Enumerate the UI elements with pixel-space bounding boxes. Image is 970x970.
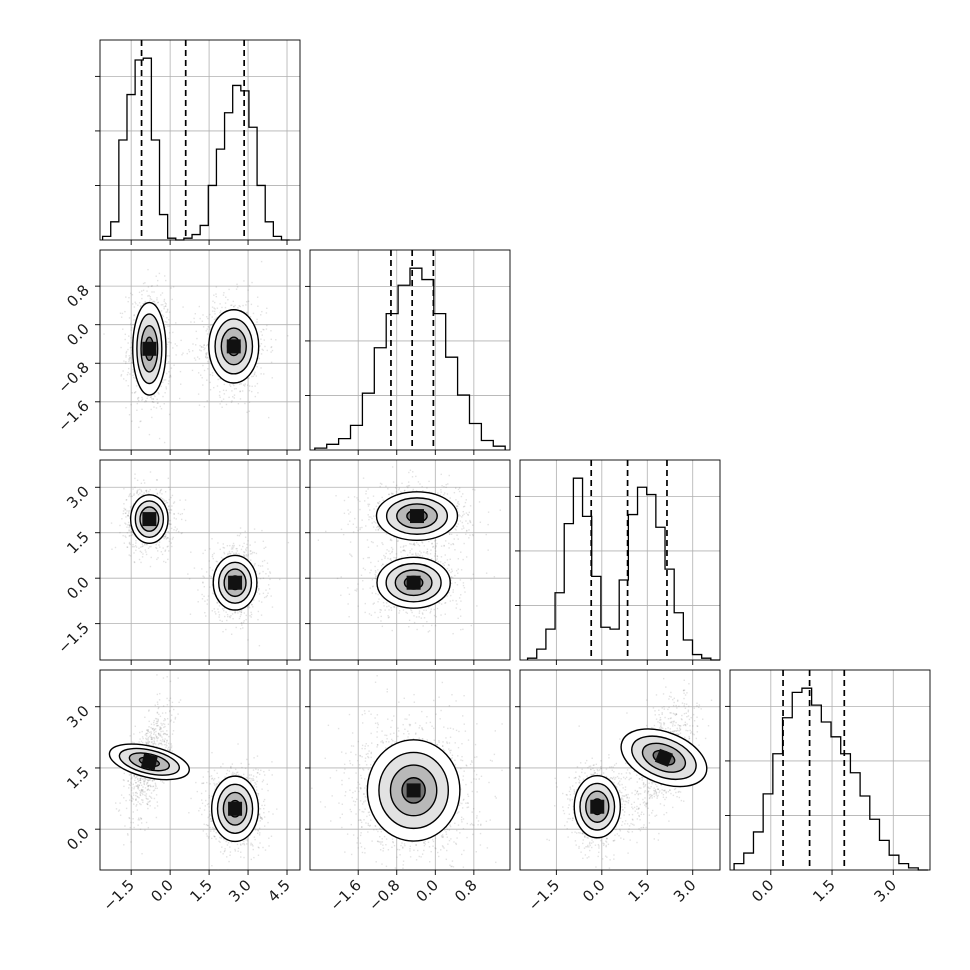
xtick-label-p3-1: 1.5 bbox=[809, 876, 839, 906]
hist-0-frame bbox=[99, 39, 301, 241]
ytick-label-p2-0: −1.5 bbox=[54, 619, 92, 657]
xtick-label-p2-3: 3.0 bbox=[670, 876, 700, 906]
ytick-label-p3-0: 0.0 bbox=[63, 824, 93, 854]
hist-panel-2 bbox=[515, 459, 721, 665]
ytick-label-p1-3: 0.8 bbox=[63, 281, 93, 311]
scatter-0-2-points bbox=[110, 471, 290, 647]
scatter-panel-1-3 bbox=[305, 669, 511, 875]
scatter-0-2-content bbox=[110, 471, 290, 647]
density-peak-0-3-1 bbox=[228, 801, 243, 816]
scatter-1-3-mode-0 bbox=[366, 739, 461, 842]
xtick-label-p2-2: 1.5 bbox=[625, 876, 655, 906]
scatter-1-2-content bbox=[317, 466, 501, 635]
hist-3-frame bbox=[729, 669, 931, 871]
density-peak-1-2-1 bbox=[406, 575, 421, 590]
scatter-panel-2-3 bbox=[515, 669, 721, 875]
ytick-label-p3-1: 1.5 bbox=[63, 763, 93, 793]
xtick-label-p1-2: 0.0 bbox=[413, 876, 443, 906]
scatter-1-3-frame bbox=[309, 669, 511, 871]
xtick-label-p3-2: 3.0 bbox=[870, 876, 900, 906]
xtick-label-p3-0: 0.0 bbox=[748, 876, 778, 906]
hist-1-steps bbox=[314, 267, 506, 450]
scatter-2-3-mode-1 bbox=[620, 728, 708, 788]
ytick-label-p3-2: 3.0 bbox=[63, 702, 93, 732]
scatter-0-3-frame bbox=[99, 669, 301, 871]
scatter-panel-1-2 bbox=[305, 459, 511, 665]
density-peak-1-2-0 bbox=[409, 509, 424, 524]
scatter-0-2-mode-1 bbox=[212, 554, 258, 611]
ytick-label-p2-2: 1.5 bbox=[63, 528, 93, 558]
xtick-label-p1-3: 0.8 bbox=[451, 876, 481, 906]
scatter-panel-0-1 bbox=[95, 249, 301, 455]
xtick-label-p1-1: −0.8 bbox=[365, 876, 403, 914]
hist-1-frame bbox=[309, 249, 511, 451]
hist-panel-0 bbox=[95, 39, 301, 245]
xtick-label-p2-0: −1.5 bbox=[525, 876, 563, 914]
hist-panel-1 bbox=[305, 249, 511, 455]
density-peak-2-3-0 bbox=[590, 799, 605, 814]
panels-layer bbox=[95, 39, 931, 875]
scatter-1-2-mode-0 bbox=[375, 491, 459, 542]
xtick-label-p2-1: 0.0 bbox=[579, 876, 609, 906]
scatter-0-3-mode-1 bbox=[210, 775, 260, 843]
xtick-label-p1-0: −1.6 bbox=[327, 876, 365, 914]
scatter-0-1-frame bbox=[99, 249, 301, 451]
density-peak-1-3-0 bbox=[406, 783, 421, 798]
scatter-1-2-frame bbox=[309, 459, 511, 661]
scatter-0-3-points bbox=[114, 674, 278, 870]
xtick-label-p0-1: 0.0 bbox=[147, 876, 177, 906]
scatter-0-3-mode-0 bbox=[108, 743, 190, 781]
density-peak-0-3-0 bbox=[140, 753, 158, 771]
xtick-label-p0-4: 4.5 bbox=[264, 876, 294, 906]
scatter-panel-0-3 bbox=[95, 669, 301, 875]
hist-panel-3 bbox=[725, 669, 931, 875]
ytick-label-p2-3: 3.0 bbox=[63, 482, 93, 512]
ytick-label-p1-0: −1.6 bbox=[54, 397, 92, 435]
density-peak-0-1-0 bbox=[142, 341, 157, 356]
hist-0-steps bbox=[101, 57, 290, 241]
scatter-0-1-mode-1 bbox=[208, 309, 260, 384]
ytick-label-p2-1: 0.0 bbox=[63, 573, 93, 603]
scatter-0-3-content bbox=[108, 674, 278, 870]
scatter-1-3-content bbox=[311, 675, 510, 870]
scatter-0-2-mode-0 bbox=[129, 494, 169, 545]
hist-3-steps bbox=[733, 687, 928, 871]
scatter-1-2-mode-1 bbox=[376, 556, 451, 609]
density-peak-0-1-1 bbox=[226, 339, 241, 354]
tick-labels-layer: −1.5 0.0 1.5 3.0 4.5 −1.6 −0.8 0.0 0.8 −1.5 0.0 1.5… bbox=[54, 281, 900, 914]
hist-2-steps bbox=[526, 477, 720, 661]
xtick-label-p0-3: 3.0 bbox=[225, 876, 255, 906]
scatter-2-3-content bbox=[546, 677, 713, 869]
density-peak-0-2-0 bbox=[142, 512, 157, 527]
hist-2-frame bbox=[519, 459, 721, 661]
ytick-label-p1-1: −0.8 bbox=[54, 358, 92, 396]
scatter-2-3-mode-0 bbox=[573, 775, 622, 839]
scatter-0-1-content bbox=[103, 260, 289, 444]
scatter-panel-0-2 bbox=[95, 459, 301, 665]
density-peak-0-2-1 bbox=[228, 575, 243, 590]
ytick-label-p1-2: 0.0 bbox=[63, 320, 93, 350]
scatter-0-1-mode-0 bbox=[132, 301, 167, 396]
density-peak-2-3-1 bbox=[654, 748, 674, 767]
xtick-label-p0-2: 1.5 bbox=[186, 876, 216, 906]
xtick-label-p0-0: −1.5 bbox=[100, 876, 138, 914]
scatter-2-3-frame bbox=[519, 669, 721, 871]
scatter-0-2-frame bbox=[99, 459, 301, 661]
